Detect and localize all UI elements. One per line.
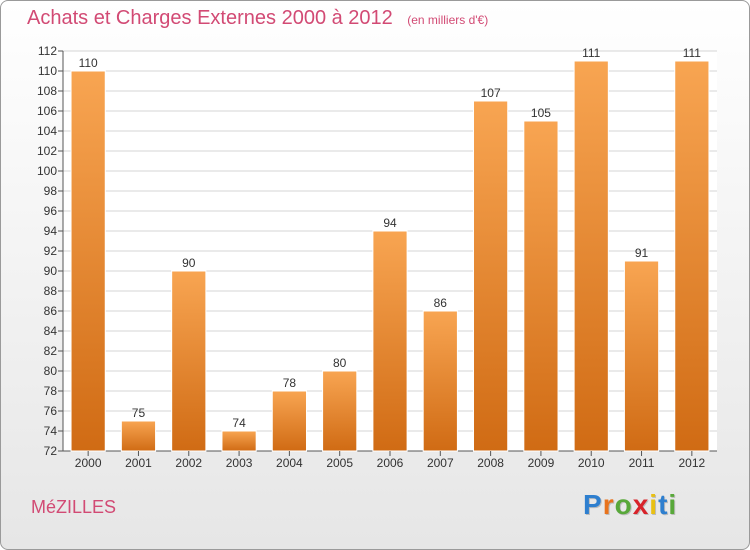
data-label-2009: 105 (531, 106, 551, 120)
y-tick-label: 82 (44, 344, 58, 358)
bar-2008 (473, 100, 509, 452)
y-tick-label: 90 (44, 264, 58, 278)
x-tick-label: 2006 (377, 456, 404, 470)
y-tick-label: 88 (44, 284, 58, 298)
data-label-2002: 90 (182, 256, 196, 270)
x-tick-label: 2004 (276, 456, 303, 470)
x-tick-label: 2000 (75, 456, 102, 470)
y-tick-label: 96 (44, 204, 58, 218)
y-tick-label: 84 (44, 324, 58, 338)
data-label-2011: 91 (635, 246, 649, 260)
x-tick-label: 2010 (578, 456, 605, 470)
x-tick-label: 2008 (477, 456, 504, 470)
x-tick-label: 2001 (125, 456, 152, 470)
y-tick-label: 102 (37, 144, 57, 158)
y-tick-label: 108 (37, 84, 57, 98)
x-tick-label: 2011 (629, 456, 655, 470)
y-tick-label: 106 (37, 104, 57, 118)
y-tick-label: 110 (38, 64, 57, 78)
x-tick-label: 2005 (326, 456, 353, 470)
logo-letter: t (658, 489, 669, 520)
x-tick-label: 2007 (427, 456, 454, 470)
x-tick-label: 2012 (678, 456, 705, 470)
bar-2005 (322, 370, 358, 452)
bar-2009 (523, 120, 559, 452)
data-label-2007: 86 (434, 296, 448, 310)
bar-2002 (171, 270, 207, 452)
data-label-2000: 110 (79, 56, 98, 70)
logo-letter: i (649, 489, 659, 520)
bar-2000 (70, 70, 106, 452)
bar-2003 (221, 430, 257, 452)
y-tick-label: 98 (44, 184, 58, 198)
y-tick-label: 74 (44, 424, 58, 438)
bar-2004 (271, 390, 307, 452)
logo-letter: P (583, 489, 603, 520)
bar-2006 (372, 230, 408, 452)
y-tick-label: 86 (44, 304, 58, 318)
y-tick-label: 72 (44, 444, 58, 458)
x-tick-label: 2003 (226, 456, 253, 470)
data-label-2003: 74 (232, 416, 246, 430)
x-tick-label: 2002 (175, 456, 202, 470)
y-tick-label: 112 (38, 44, 57, 58)
chart-subtitle: (en milliers d'€) (407, 13, 489, 27)
data-label-2012: 111 (683, 46, 702, 60)
chart-title: Achats et Charges Externes 2000 à 2012 (27, 7, 393, 29)
y-tick-label: 76 (44, 404, 58, 418)
logo-letter: x (632, 489, 650, 520)
bar-2007 (422, 310, 458, 452)
data-label-2005: 80 (333, 356, 347, 370)
y-tick-label: 78 (44, 384, 58, 398)
y-tick-label: 94 (44, 224, 58, 238)
x-tick-label: 2009 (528, 456, 555, 470)
y-tick-label: 100 (37, 164, 57, 178)
data-label-2006: 94 (383, 216, 397, 230)
y-tick-label: 92 (44, 244, 58, 258)
data-label-2010: 111 (582, 46, 601, 60)
logo-letter: r (602, 489, 615, 520)
logo-letter: o (614, 489, 633, 520)
data-label-2004: 78 (283, 376, 297, 390)
bar-2001 (120, 420, 157, 452)
data-label-2001: 75 (132, 406, 146, 420)
commune-name: MéZILLES (31, 497, 117, 517)
bar-2010 (573, 60, 609, 452)
y-tick-label: 80 (44, 364, 58, 378)
bar-2011 (623, 260, 660, 452)
y-tick-label: 104 (37, 124, 57, 138)
proxiti-logo[interactable]: Proxiti (583, 489, 677, 521)
title-row: Achats et Charges Externes 2000 à 2012 (… (27, 7, 488, 30)
bar-2012 (674, 60, 710, 452)
data-label-2008: 107 (481, 86, 501, 100)
logo-letter: i (668, 489, 678, 520)
